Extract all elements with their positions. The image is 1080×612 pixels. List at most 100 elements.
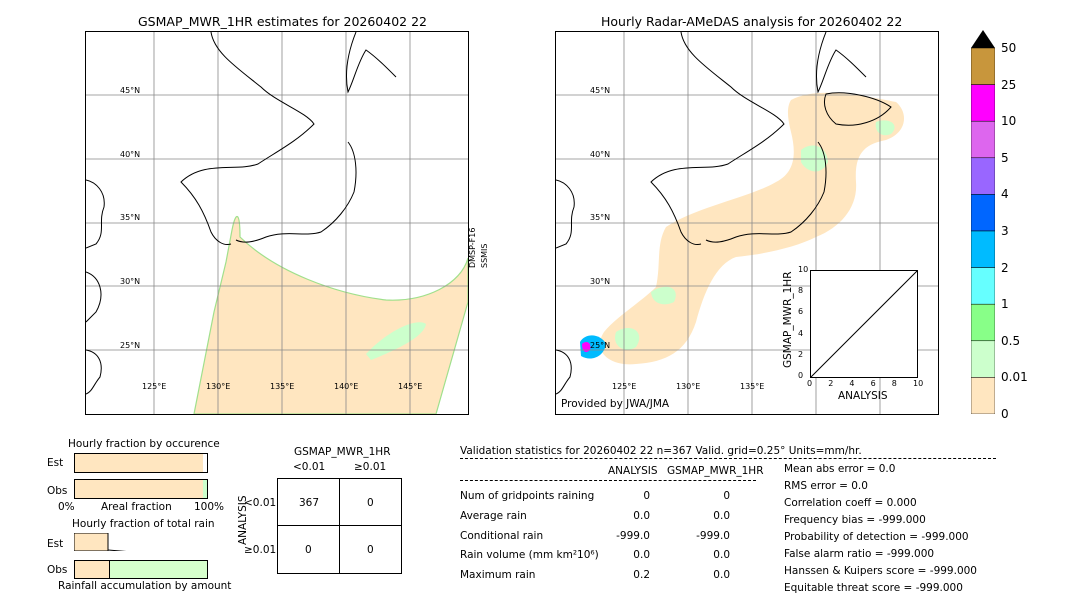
tot-est-label: Est xyxy=(47,538,64,550)
left-lat-40: 40°N xyxy=(120,150,141,159)
colorbar-label: 0 xyxy=(1001,407,1009,421)
left-gridlines xyxy=(86,32,468,414)
total-title: Hourly fraction of total rain xyxy=(72,518,215,530)
right-rain-light-1 xyxy=(801,145,828,172)
contingency-col-1: <0.01 xyxy=(293,461,326,473)
sensor-label-1: DMSP-F16 xyxy=(468,227,477,268)
score-3: Frequency bias = -999.000 xyxy=(784,514,926,526)
vrow-4-gsmap: 0.0 xyxy=(713,569,730,581)
left-map: 45°N 40°N 35°N 30°N 25°N 125°E 130°E 135… xyxy=(85,31,469,415)
vrow-0-gsmap: 0 xyxy=(723,490,730,502)
right-coastlines xyxy=(556,32,892,395)
colorbar-label: 4 xyxy=(1001,187,1009,202)
inset-ytick: 4 xyxy=(798,328,804,338)
colorbar-swatch xyxy=(970,377,996,415)
colorbar-swatch xyxy=(970,120,996,159)
contingency-cell-10: 0 xyxy=(305,544,312,556)
inset-xtick: 10 xyxy=(913,379,924,388)
colorbar-swatch xyxy=(970,194,996,232)
inset-xtick: 4 xyxy=(849,379,855,388)
vrow-3-label: Rain volume (mm km²10⁶) xyxy=(460,549,599,561)
occ-est-box xyxy=(74,453,208,473)
right-lat-30: 30°N xyxy=(590,277,611,286)
right-map-title: Hourly Radar-AMeDAS analysis for 2026040… xyxy=(601,14,903,29)
inset-ytick: 8 xyxy=(798,286,804,296)
vrow-2-analysis: -999.0 xyxy=(616,530,650,542)
left-lon-130: 130°E xyxy=(206,382,231,391)
left-lat-25: 25°N xyxy=(120,341,141,350)
contingency-cell-01: 0 xyxy=(367,497,374,509)
right-lon-125: 125°E xyxy=(612,382,637,391)
vrow-1-analysis: 0.0 xyxy=(633,510,650,522)
tot-obs-label: Obs xyxy=(47,564,68,576)
score-6: Hanssen & Kuipers score = -999.000 xyxy=(784,565,977,577)
score-4: Probability of detection = -999.000 xyxy=(784,531,969,543)
right-lat-25: 25°N xyxy=(590,341,611,350)
colorbar-canvas xyxy=(970,30,996,415)
colorbar-over-triangle xyxy=(971,30,995,48)
right-rain-light-4 xyxy=(615,327,640,350)
inset-ytick: 6 xyxy=(798,307,804,317)
vrow-3-analysis: 0.0 xyxy=(633,549,650,561)
right-rain-heavy-2 xyxy=(582,342,591,352)
right-map: 45°N 40°N 35°N 30°N 25°N 125°E 130°E 135… xyxy=(555,31,939,415)
colorbar-swatch xyxy=(970,157,996,195)
validation-col-rule xyxy=(460,480,756,481)
occ-tick-right: 100% xyxy=(194,501,225,513)
inset-diagonal xyxy=(810,270,918,378)
colorbar-swatch xyxy=(970,230,996,268)
occ-obs-bar xyxy=(75,480,204,498)
right-rain-heavy xyxy=(580,335,606,359)
inset-xtick: 6 xyxy=(870,379,876,388)
inset-ylabel: GSMAP_MWR_1HR xyxy=(782,271,794,368)
left-rain-area xyxy=(193,216,468,414)
contingency-row-1: <0.01 xyxy=(244,497,277,509)
vrow-2-gsmap: -999.0 xyxy=(696,530,730,542)
left-lon-125: 125°E xyxy=(142,382,167,391)
right-rain-light-3 xyxy=(651,286,676,305)
left-lat-45: 45°N xyxy=(120,86,141,95)
left-lon-145: 145°E xyxy=(398,382,423,391)
tot-obs-box xyxy=(74,560,208,579)
colorbar-label: 50 xyxy=(1001,41,1017,55)
colorbar-label: 1 xyxy=(1001,297,1009,312)
colorbar-swatch xyxy=(970,47,996,85)
vrow-4-label: Maximum rain xyxy=(460,569,536,581)
right-lat-45: 45°N xyxy=(590,86,611,95)
inset-ytick: 10 xyxy=(798,265,809,274)
vrow-4-analysis: 0.2 xyxy=(633,569,650,581)
score-1: RMS error = 0.0 xyxy=(784,480,868,492)
validation-col-gsmap: GSMAP_MWR_1HR xyxy=(667,465,764,477)
occ-xlabel: Areal fraction xyxy=(101,501,172,513)
tot-est-bar xyxy=(73,532,109,552)
vrow-1-label: Average rain xyxy=(460,510,527,522)
occ-est-label: Est xyxy=(47,457,64,469)
colorbar-label: 3 xyxy=(1001,224,1009,238)
colorbar xyxy=(970,30,996,415)
tot-est-box xyxy=(73,532,207,559)
colorbar-swatch xyxy=(970,340,996,378)
validation-dashed-line xyxy=(460,458,996,459)
colorbar-swatch xyxy=(970,303,996,342)
occ-obs-bar-green xyxy=(203,480,207,498)
inset-xtick: 0 xyxy=(807,379,813,388)
right-lon-135: 135°E xyxy=(740,382,765,391)
vrow-2-label: Conditional rain xyxy=(460,530,544,542)
inset-xtick: 2 xyxy=(828,379,834,388)
tot-xlabel: Rainfall accumulation by amount xyxy=(58,580,232,592)
colorbar-label: 2 xyxy=(1001,260,1009,275)
contingency-cell-11: 0 xyxy=(367,544,374,556)
tot-est-line xyxy=(107,549,207,559)
colorbar-swatch xyxy=(970,267,996,305)
contingency-cell-00: 367 xyxy=(299,497,320,509)
left-lon-140: 140°E xyxy=(334,382,359,391)
score-0: Mean abs error = 0.0 xyxy=(784,463,896,475)
inset-canvas xyxy=(810,270,918,378)
sensor-label-2: SSMIS xyxy=(480,243,489,269)
contingency-col-2: ≥0.01 xyxy=(354,461,387,473)
colorbar-label: 25 xyxy=(1001,77,1017,92)
left-lat-30: 30°N xyxy=(120,277,141,286)
vrow-0-label: Num of gridpoints raining xyxy=(460,490,595,502)
colorbar-swatch xyxy=(970,84,996,122)
tot-obs-bar-green xyxy=(110,561,207,578)
